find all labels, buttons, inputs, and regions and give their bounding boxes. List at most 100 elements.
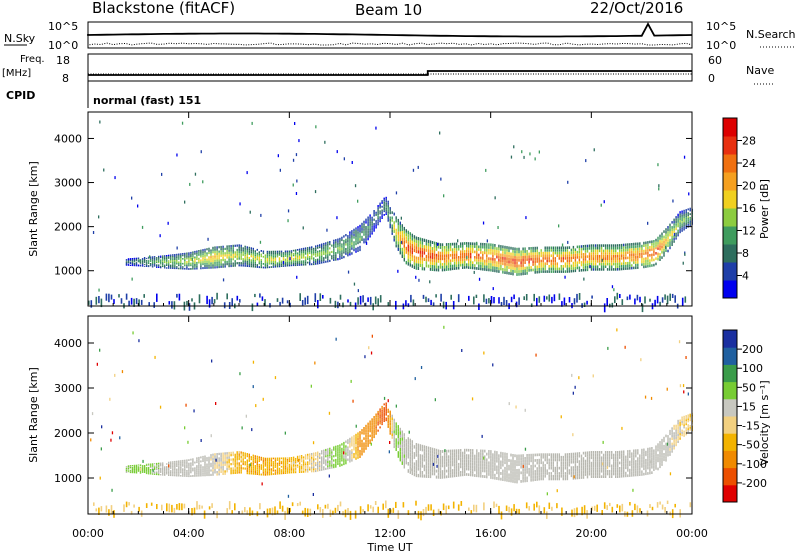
scatter-cell bbox=[274, 260, 277, 263]
scatter-cell bbox=[129, 470, 132, 472]
sparse-echo bbox=[658, 184, 660, 188]
scatter-cell bbox=[260, 255, 262, 258]
scatter-cell bbox=[528, 467, 530, 471]
scatter-cell bbox=[564, 254, 567, 257]
scatter-cell bbox=[468, 242, 470, 245]
scatter-cell bbox=[206, 252, 208, 255]
scatter-cell bbox=[486, 251, 488, 255]
sparse-echo bbox=[353, 282, 356, 286]
scatter-cell bbox=[637, 253, 639, 256]
date-title: 22/Oct/2016 bbox=[590, 0, 683, 17]
scatter-cell bbox=[300, 260, 303, 263]
scatter-cell bbox=[192, 463, 194, 466]
scatter-cell bbox=[617, 268, 619, 271]
scatter-cell bbox=[268, 464, 271, 467]
scatter-cell bbox=[254, 469, 256, 471]
scatter-cell bbox=[546, 262, 548, 265]
scatter-cell bbox=[160, 465, 162, 467]
scatter-cell bbox=[522, 476, 524, 480]
scatter-cell bbox=[272, 473, 275, 475]
scatter-cell bbox=[214, 246, 216, 249]
scatter-cell bbox=[393, 224, 395, 228]
scatter-cell bbox=[284, 263, 287, 266]
scatter-cell bbox=[405, 246, 407, 251]
scatter-cell bbox=[437, 475, 440, 479]
scatter-cell bbox=[131, 261, 134, 263]
scatter-cell bbox=[578, 245, 581, 248]
scatter-cell bbox=[341, 452, 343, 455]
scatter-cell bbox=[431, 256, 434, 259]
scatter-cell bbox=[550, 270, 552, 273]
scatter-cell bbox=[204, 457, 206, 460]
scatter-cell bbox=[208, 465, 210, 468]
scatter-cell bbox=[649, 261, 651, 265]
scatter-cell bbox=[530, 453, 532, 457]
scatter-cell bbox=[631, 253, 633, 257]
scatter-cell bbox=[421, 257, 424, 261]
scatter-cell bbox=[617, 254, 619, 258]
scatter-cell bbox=[403, 461, 405, 465]
scatter-cell bbox=[637, 242, 639, 246]
scatter-cell bbox=[460, 250, 462, 254]
scatter-cell bbox=[323, 259, 325, 262]
sparse-echo bbox=[181, 121, 184, 125]
scatter-cell bbox=[443, 260, 446, 263]
scatter-cell bbox=[397, 231, 399, 235]
scatter-cell bbox=[534, 249, 536, 253]
sparse-echo bbox=[131, 277, 133, 281]
scatter-cell bbox=[222, 454, 224, 457]
scatter-cell bbox=[437, 242, 440, 246]
clutter-cell bbox=[460, 501, 463, 506]
scatter-cell bbox=[387, 423, 389, 426]
scatter-cell bbox=[596, 246, 599, 250]
scatter-cell bbox=[246, 256, 248, 259]
scatter-cell bbox=[270, 471, 273, 474]
scatter-cell bbox=[365, 230, 367, 234]
scatter-cell bbox=[393, 433, 395, 437]
scatter-cell bbox=[276, 252, 279, 254]
scatter-cell bbox=[381, 423, 383, 426]
scatter-cell bbox=[151, 264, 154, 266]
scatter-cell bbox=[482, 245, 484, 249]
scatter-cell bbox=[208, 469, 210, 472]
scatter-cell bbox=[230, 260, 232, 263]
clutter-cell bbox=[679, 509, 681, 518]
scatter-cell bbox=[604, 265, 607, 268]
scatter-cell bbox=[131, 265, 134, 267]
scatter-cell bbox=[202, 470, 204, 473]
scatter-cell bbox=[164, 473, 166, 475]
scatter-cell bbox=[226, 247, 228, 250]
clutter-cell bbox=[437, 508, 440, 514]
scatter-cell bbox=[276, 462, 279, 465]
scatter-cell bbox=[383, 412, 385, 415]
scatter-cell bbox=[681, 227, 683, 230]
scatter-cell bbox=[462, 451, 464, 455]
scatter-cell bbox=[210, 462, 212, 465]
scatter-cell bbox=[586, 255, 589, 258]
sparse-echo bbox=[494, 196, 496, 200]
scatter-cell bbox=[401, 430, 403, 434]
scatter-cell bbox=[218, 246, 220, 249]
scatter-cell bbox=[635, 266, 637, 270]
scatter-cell bbox=[309, 261, 311, 264]
scatter-cell bbox=[657, 257, 659, 261]
scatter-cell bbox=[296, 457, 299, 460]
scatter-cell bbox=[518, 471, 520, 475]
scatter-cell bbox=[619, 267, 621, 271]
scatter-cell bbox=[472, 454, 474, 458]
scatter-cell bbox=[244, 452, 246, 455]
scatter-cell bbox=[365, 221, 367, 224]
scatter-cell bbox=[500, 247, 502, 251]
scatter-cell bbox=[369, 232, 371, 236]
scatter-cell bbox=[530, 467, 532, 471]
scatter-cell bbox=[514, 270, 516, 273]
scatter-cell bbox=[260, 468, 262, 470]
scatter-cell bbox=[520, 267, 522, 270]
scatter-cell bbox=[216, 471, 218, 474]
scatter-cell bbox=[198, 464, 200, 467]
scatter-cell bbox=[186, 466, 188, 469]
scatter-cell bbox=[514, 247, 516, 251]
scatter-cell bbox=[453, 452, 456, 455]
scatter-cell bbox=[216, 455, 218, 458]
scatter-cell bbox=[141, 469, 144, 470]
